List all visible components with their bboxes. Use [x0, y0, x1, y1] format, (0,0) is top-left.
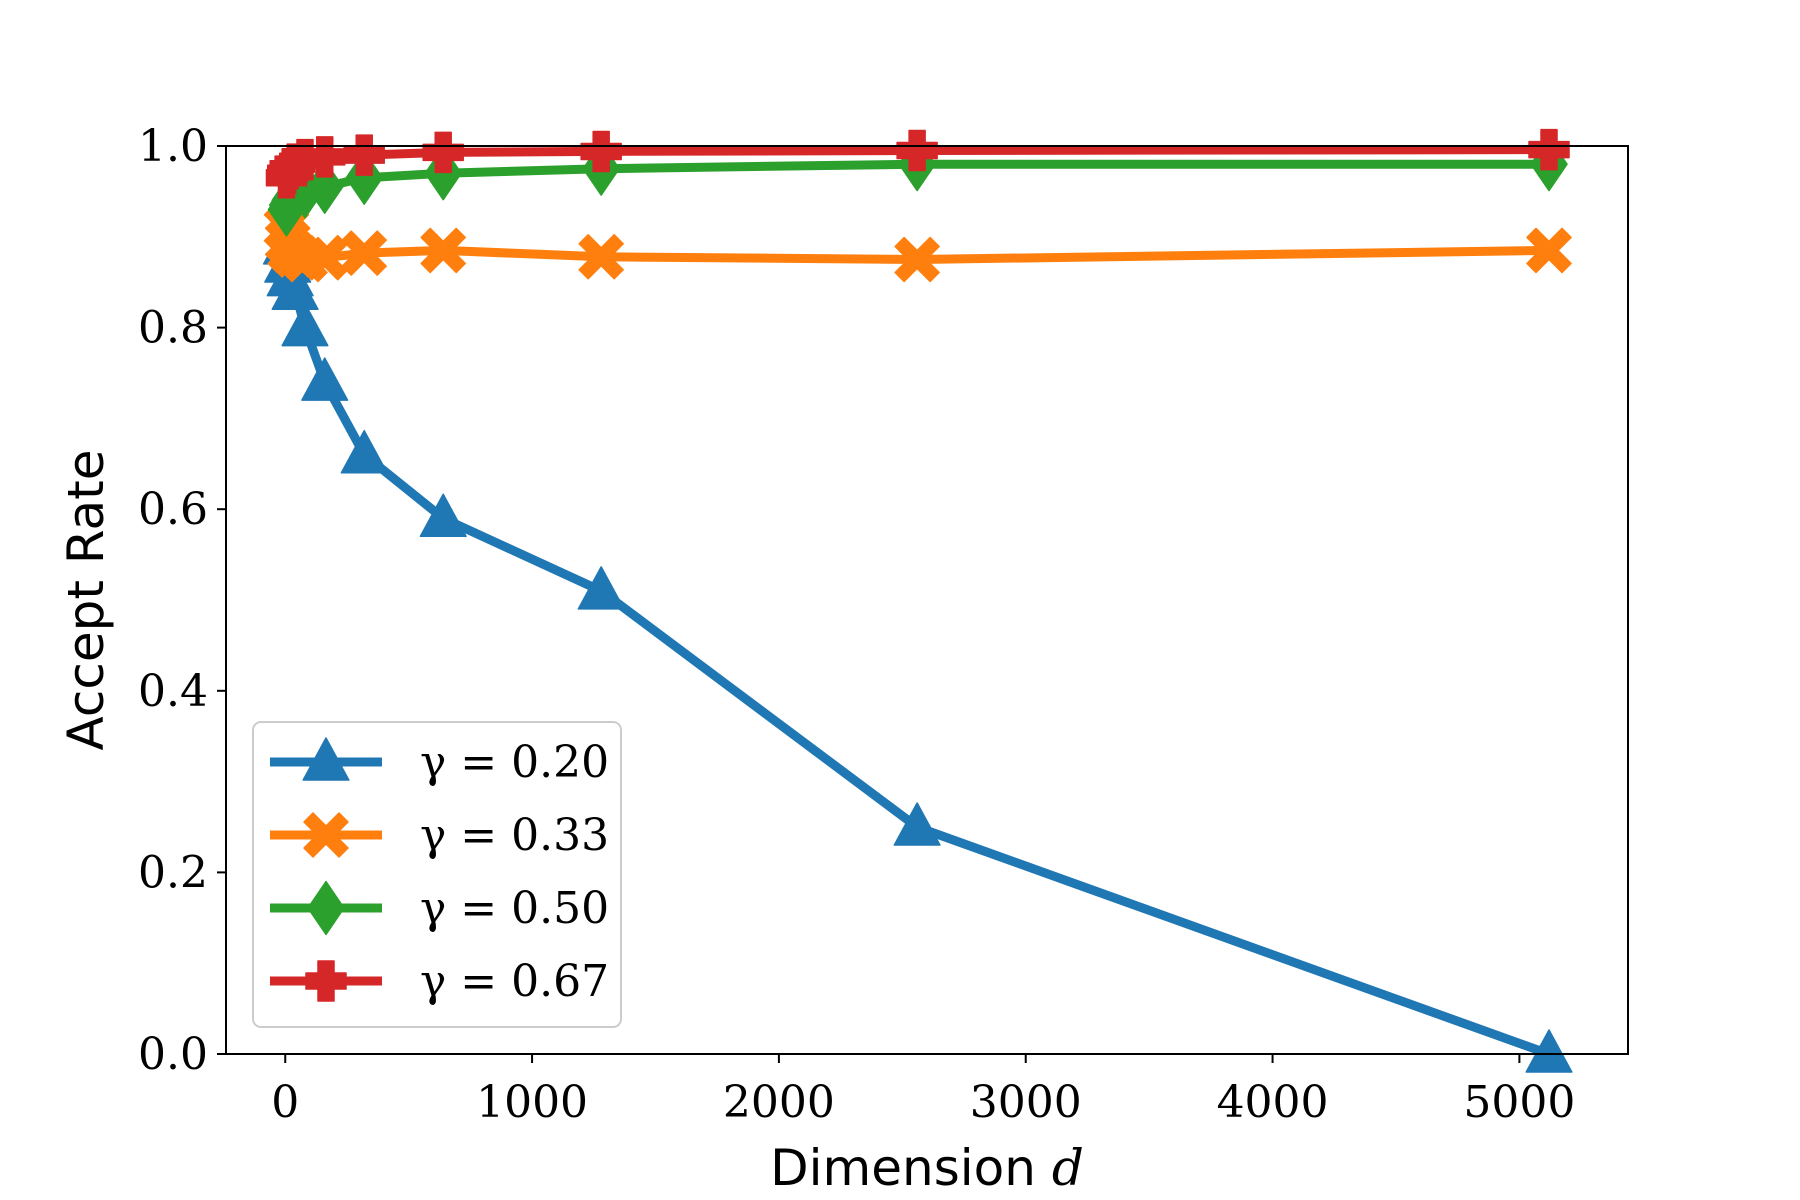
y-tick-label: 0.4 — [138, 666, 208, 717]
data-point-3-9 — [896, 129, 938, 172]
data-point-0-7 — [419, 493, 467, 538]
x-tick-label: 4000 — [1217, 1077, 1329, 1128]
legend-marker — [303, 812, 349, 858]
legend-marker — [305, 960, 347, 1002]
data-point-1-10 — [1526, 227, 1572, 274]
series-1 — [263, 204, 1572, 283]
data-point-0-4 — [281, 302, 329, 347]
legend-label: γ = 0.50 — [420, 883, 609, 934]
legend-item: γ = 0.67 — [270, 956, 609, 1007]
data-point-1-8 — [578, 234, 624, 280]
data-point-0-5 — [301, 357, 349, 401]
legend-label: γ = 0.20 — [420, 737, 609, 788]
y-tick-label: 0.8 — [138, 303, 208, 354]
y-tick-label: 0.0 — [138, 1029, 208, 1080]
data-point-3-6 — [343, 134, 385, 176]
data-point-3-10 — [1528, 128, 1570, 171]
x-tick-label: 3000 — [970, 1077, 1082, 1128]
plot-area — [262, 128, 1573, 1073]
legend-marker — [307, 880, 345, 936]
legend: γ = 0.20 γ = 0.33 γ = 0.50 γ = 0.67 — [252, 721, 622, 1028]
data-point-1-6 — [341, 230, 387, 276]
data-point-2-6 — [345, 150, 383, 205]
legend-box — [252, 721, 622, 1028]
data-point-3-8 — [580, 130, 622, 173]
y-tick-label: 0.6 — [138, 484, 208, 535]
data-point-3-7 — [422, 131, 464, 174]
y-axis-title: Accept Rate — [57, 450, 115, 751]
x-tick-label: 5000 — [1463, 1077, 1575, 1128]
legend-marker — [302, 737, 350, 781]
data-point-0-3 — [271, 266, 319, 311]
data-point-1-9 — [894, 236, 940, 283]
x-tick-label: 0 — [271, 1077, 299, 1128]
x-axis-title-var: d — [1052, 1139, 1084, 1197]
x-tick-label: 2000 — [723, 1077, 835, 1128]
y-axis: 0.0 0.2 0.4 0.6 0.8 1.0 — [138, 121, 226, 1080]
series-3 — [265, 128, 1570, 199]
data-point-0-8 — [577, 566, 625, 610]
legend-label: γ = 0.33 — [420, 810, 609, 861]
x-axis-title: Dimension d — [770, 1139, 1084, 1197]
data-point-0-9 — [893, 802, 941, 846]
data-point-0-6 — [340, 429, 388, 474]
data-point-1-5 — [301, 234, 348, 281]
legend-item: γ = 0.33 — [270, 810, 609, 861]
plot-frame — [225, 145, 1629, 1055]
legend-label: γ = 0.67 — [420, 956, 609, 1007]
x-axis: 0 1000 2000 3000 4000 5000 — [271, 1054, 1575, 1128]
y-tick-label: 1.0 — [138, 121, 208, 172]
data-point-1-7 — [420, 227, 466, 274]
data-point-3-5 — [303, 136, 346, 178]
y-tick-label: 0.2 — [138, 847, 208, 898]
legend-item: γ = 0.20 — [270, 737, 609, 788]
x-tick-label: 1000 — [476, 1077, 588, 1128]
data-point-0-10 — [1525, 1029, 1573, 1073]
legend-item: γ = 0.50 — [270, 880, 609, 936]
x-axis-title-text: Dimension — [770, 1139, 1036, 1197]
